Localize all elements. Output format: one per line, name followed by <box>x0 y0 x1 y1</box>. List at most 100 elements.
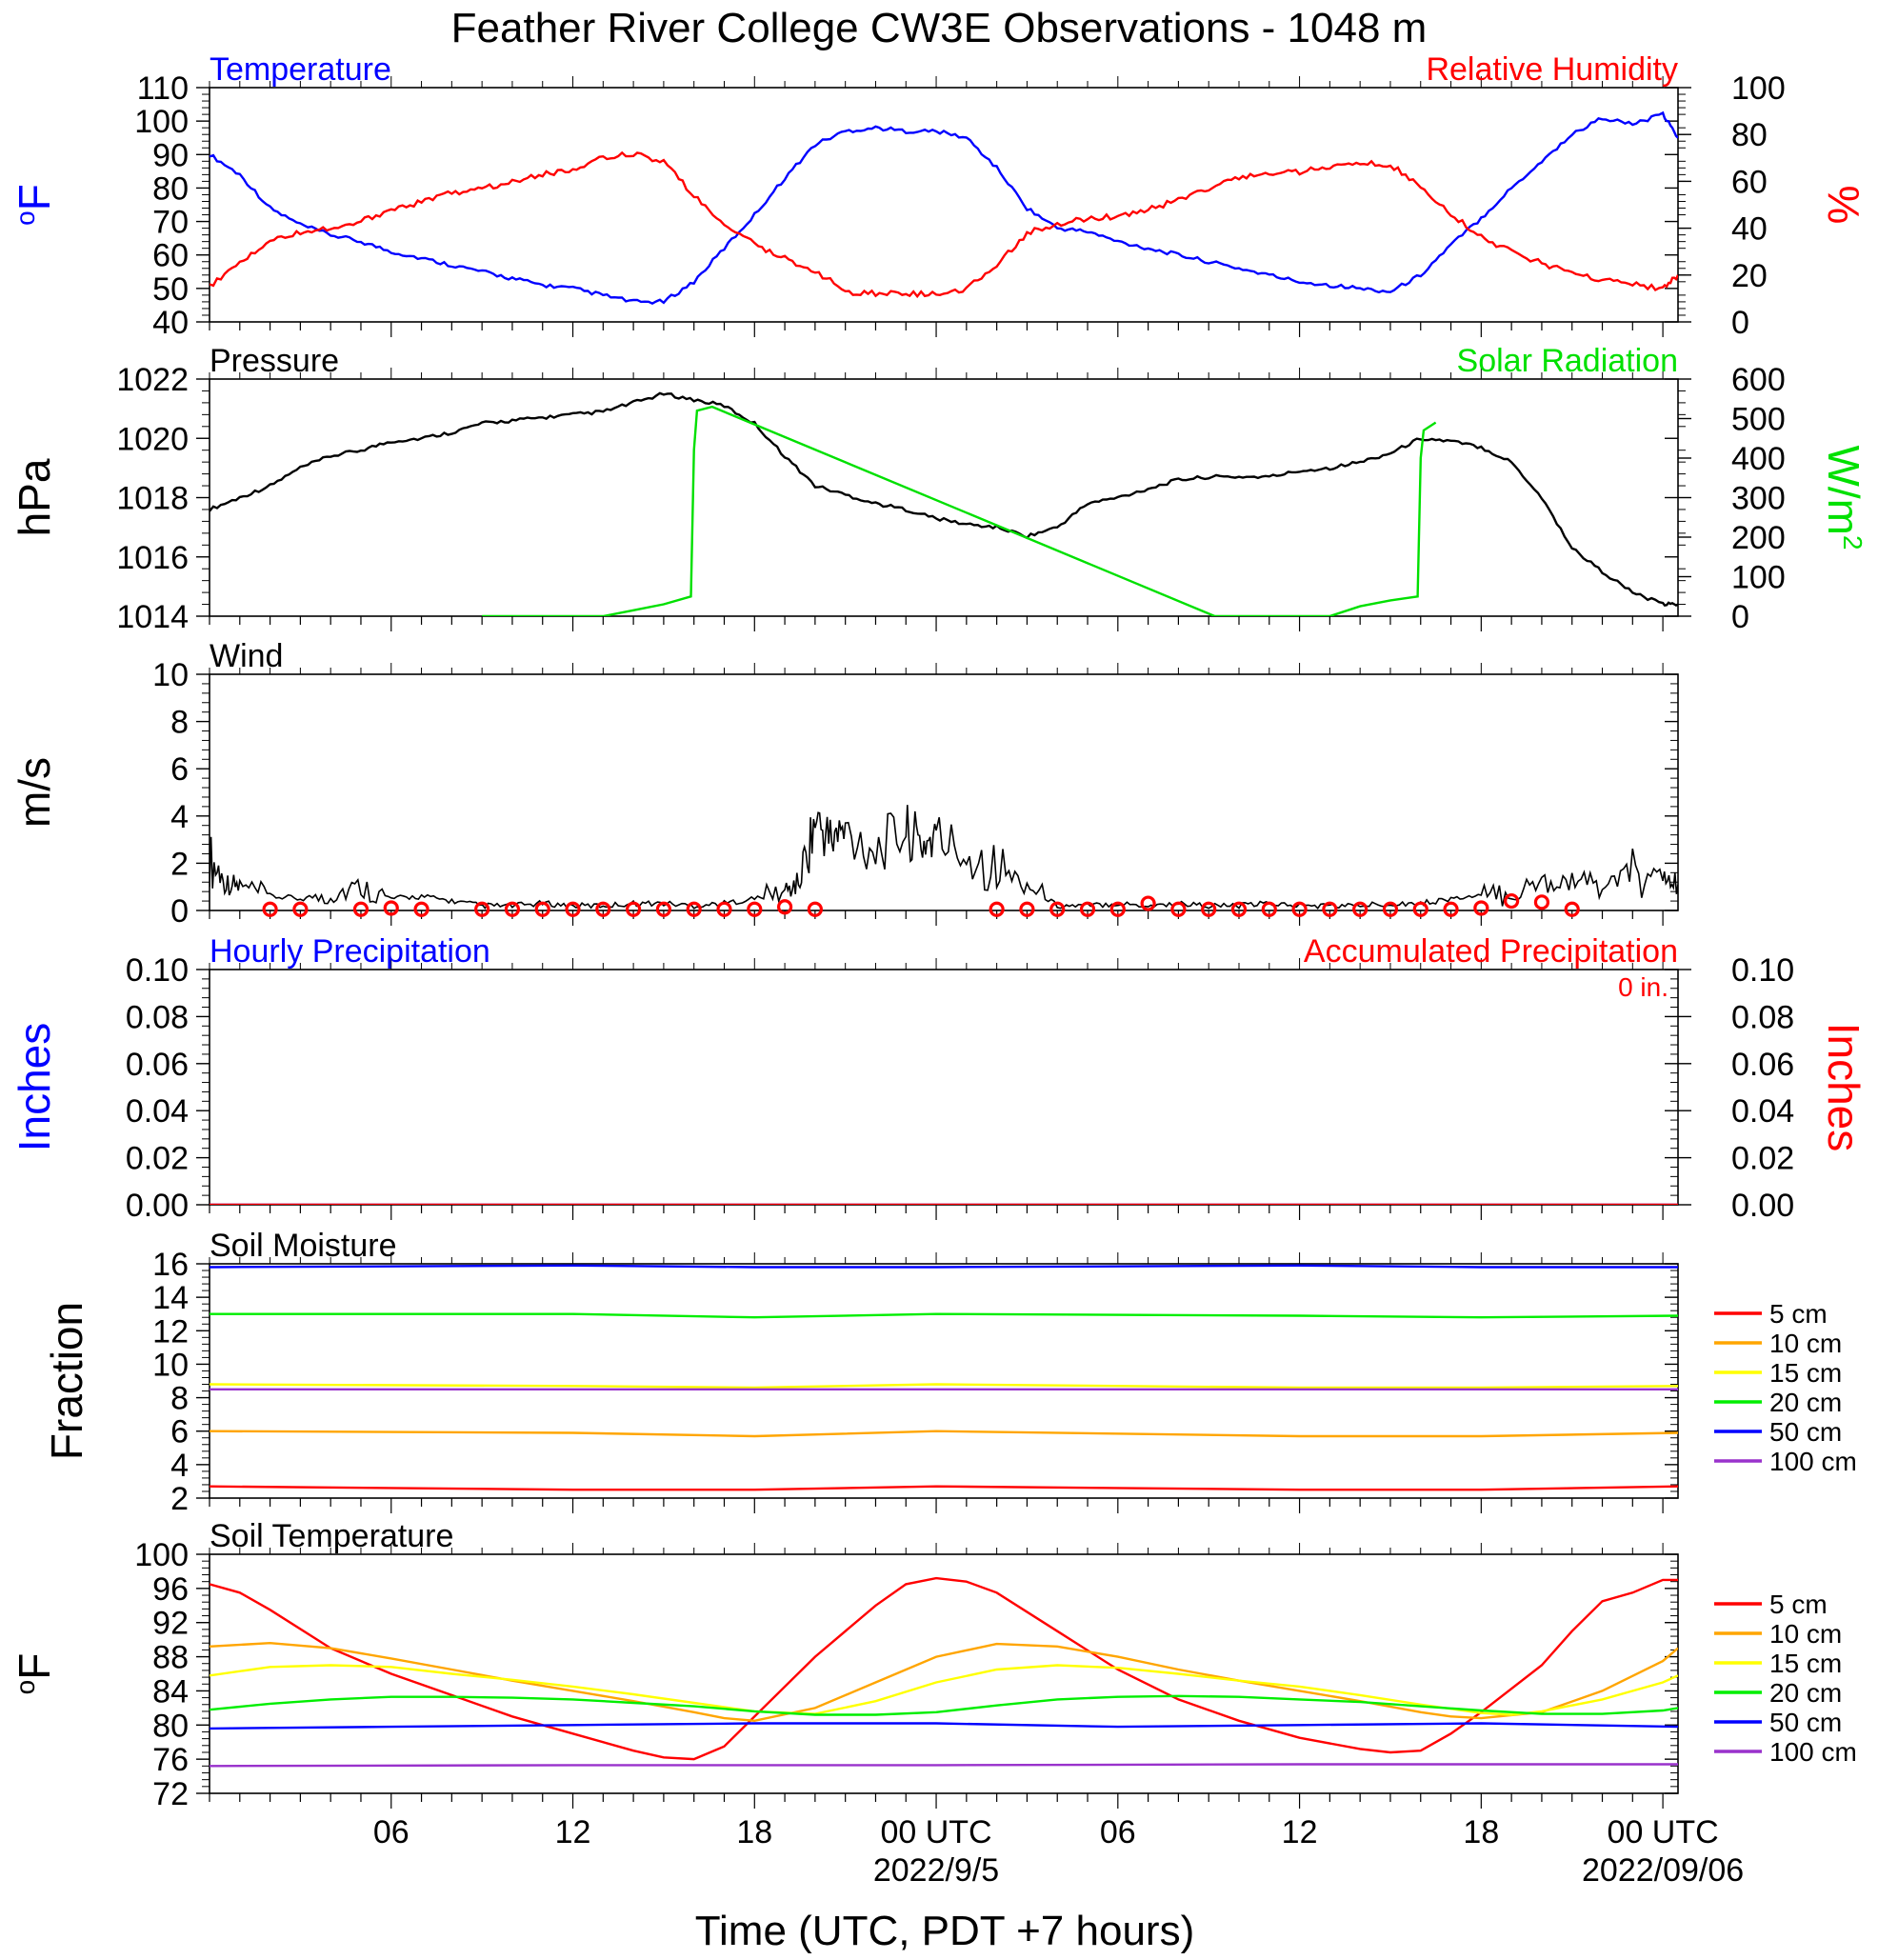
y-tick-label: 110 <box>137 70 189 107</box>
legend-label: 100 cm <box>1769 1737 1857 1767</box>
y-tick-label: 8 <box>170 705 189 741</box>
wind-direction-marker <box>626 901 642 917</box>
wind-direction-marker <box>1564 901 1580 917</box>
wind-direction-marker <box>989 901 1005 917</box>
wind-direction-marker <box>1473 900 1489 916</box>
x-tick-label: 18 <box>736 1814 772 1850</box>
wind-direction-marker <box>1049 901 1066 917</box>
panel-title-left: Wind <box>210 638 283 674</box>
panel-wind: 0 2 4 6 8 10 Wind m/s <box>10 638 1679 930</box>
wind-direction-marker <box>1170 901 1187 917</box>
panel-title-left: Temperature <box>210 51 391 88</box>
y-axis-label-left: oF <box>10 184 59 226</box>
legend-label: 50 cm <box>1769 1417 1842 1447</box>
wind-direction-marker <box>1261 901 1277 917</box>
y-tick-label-right: 100 <box>1731 560 1786 596</box>
wind-direction-marker <box>1109 901 1126 917</box>
x-tick-label: 00 UTC <box>1608 1814 1719 1850</box>
legend-label: 10 cm <box>1769 1329 1842 1358</box>
y-tick-label: 0.08 <box>126 999 189 1035</box>
legend-label: 15 cm <box>1769 1649 1842 1678</box>
y-tick-label: 1014 <box>116 599 189 635</box>
series-line-5-cm <box>210 1576 1678 1761</box>
y-axis-label-left: hPa <box>10 458 59 536</box>
panel-precipitation: 0.00 0.02 0.04 0.06 0.08 0.10 0.00 0.02 0.04 0.06… <box>10 933 1868 1224</box>
legend-label: 100 cm <box>1769 1447 1857 1476</box>
series-line-10-cm <box>210 1641 1678 1723</box>
y-tick-label-right: 0 <box>1731 599 1749 635</box>
y-tick-label-right: 400 <box>1731 441 1786 477</box>
y-tick-label-right: 200 <box>1731 520 1786 556</box>
y-tick-label: 2 <box>170 1481 189 1517</box>
wind-direction-marker <box>1019 901 1035 917</box>
wind-direction-marker <box>1382 901 1399 917</box>
y-tick-label: 12 <box>152 1313 189 1350</box>
legend-label: 10 cm <box>1769 1619 1842 1649</box>
wind-direction-marker <box>352 901 370 917</box>
y-tick-label: 0.02 <box>126 1141 189 1177</box>
wind-direction-marker <box>655 901 672 917</box>
wind-direction-marker <box>413 901 430 917</box>
y-tick-label: 100 <box>134 104 189 140</box>
wind-direction-marker <box>565 901 581 917</box>
y-tick-label-right: 600 <box>1731 362 1786 398</box>
series-line-pressure <box>210 391 1678 608</box>
y-tick-label: 1020 <box>116 421 189 457</box>
wind-direction-marker <box>807 901 823 917</box>
y-tick-label: 6 <box>170 751 189 788</box>
series-line-10-cm <box>210 1430 1678 1438</box>
wind-direction-marker <box>1140 895 1156 911</box>
y-tick-label: 8 <box>170 1381 189 1417</box>
unit-letter: F <box>10 184 59 210</box>
y-axis-label-left: oF <box>10 1653 59 1695</box>
series-line-100-cm <box>210 1763 1678 1768</box>
y-tick-label: 50 <box>152 271 189 308</box>
y-tick-label-right: 0 <box>1731 305 1749 341</box>
y-tick-label: 10 <box>152 657 189 693</box>
x-tick-label: 12 <box>555 1814 591 1850</box>
x-tick-label: 12 <box>1282 1814 1318 1850</box>
wind-direction-marker <box>1412 901 1428 917</box>
degree-symbol: o <box>10 1680 40 1695</box>
legend-label: 20 cm <box>1769 1678 1842 1708</box>
y-axis-label-right: % <box>1819 186 1868 225</box>
y-tick-label-right: 40 <box>1731 211 1768 248</box>
y-tick-label: 6 <box>170 1414 189 1450</box>
unit-text: W/m <box>1819 445 1868 535</box>
series-line-50-cm <box>210 1264 1678 1269</box>
x-date-label: 2022/09/06 <box>1582 1852 1744 1889</box>
series-line-50-cm <box>210 1722 1678 1730</box>
y-tick-label: 0.04 <box>126 1093 189 1130</box>
y-tick-label-right: 0.02 <box>1731 1141 1794 1177</box>
legend-label: 5 cm <box>1769 1299 1828 1329</box>
wind-direction-marker <box>534 901 550 917</box>
y-tick-label-right: 0.00 <box>1731 1188 1794 1224</box>
y-tick-label-right: 0.04 <box>1731 1093 1794 1130</box>
y-tick-label-right: 0.06 <box>1731 1047 1794 1083</box>
y-axis-label-left: Inches <box>10 1023 59 1152</box>
superscript: 2 <box>1838 535 1868 550</box>
legend-label: 20 cm <box>1769 1388 1842 1417</box>
y-axis-label-right: Inches <box>1819 1023 1868 1152</box>
wind-direction-marker <box>595 901 611 917</box>
y-tick-label: 1018 <box>116 481 189 517</box>
x-tick-label: 06 <box>373 1814 410 1850</box>
wind-direction-marker <box>474 901 490 917</box>
y-tick-label: 70 <box>152 205 189 241</box>
series-line-wind <box>210 805 1678 910</box>
x-tick-label: 00 UTC <box>880 1814 991 1850</box>
wind-direction-marker <box>1230 901 1248 917</box>
wind-direction-marker <box>1079 901 1096 917</box>
y-tick-label: 72 <box>152 1776 189 1812</box>
y-tick-label-right: 500 <box>1731 402 1786 438</box>
series-line-temperature <box>210 110 1678 306</box>
y-tick-label-right: 100 <box>1731 70 1786 107</box>
x-tick-label: 06 <box>1100 1814 1136 1850</box>
y-tick-label: 60 <box>152 238 189 274</box>
y-tick-label: 0.10 <box>126 952 189 989</box>
legend-label: 50 cm <box>1769 1708 1842 1737</box>
